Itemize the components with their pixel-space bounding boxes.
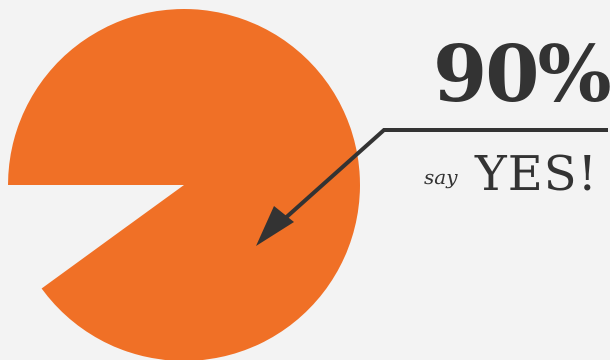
pie-slice: [8, 9, 360, 360]
arrowhead-icon: [256, 206, 294, 246]
say-label: say: [424, 165, 458, 189]
yes-label: YES!: [475, 146, 598, 202]
percentage-label: 90%: [433, 29, 610, 120]
annotation-leader-line: [270, 128, 608, 232]
